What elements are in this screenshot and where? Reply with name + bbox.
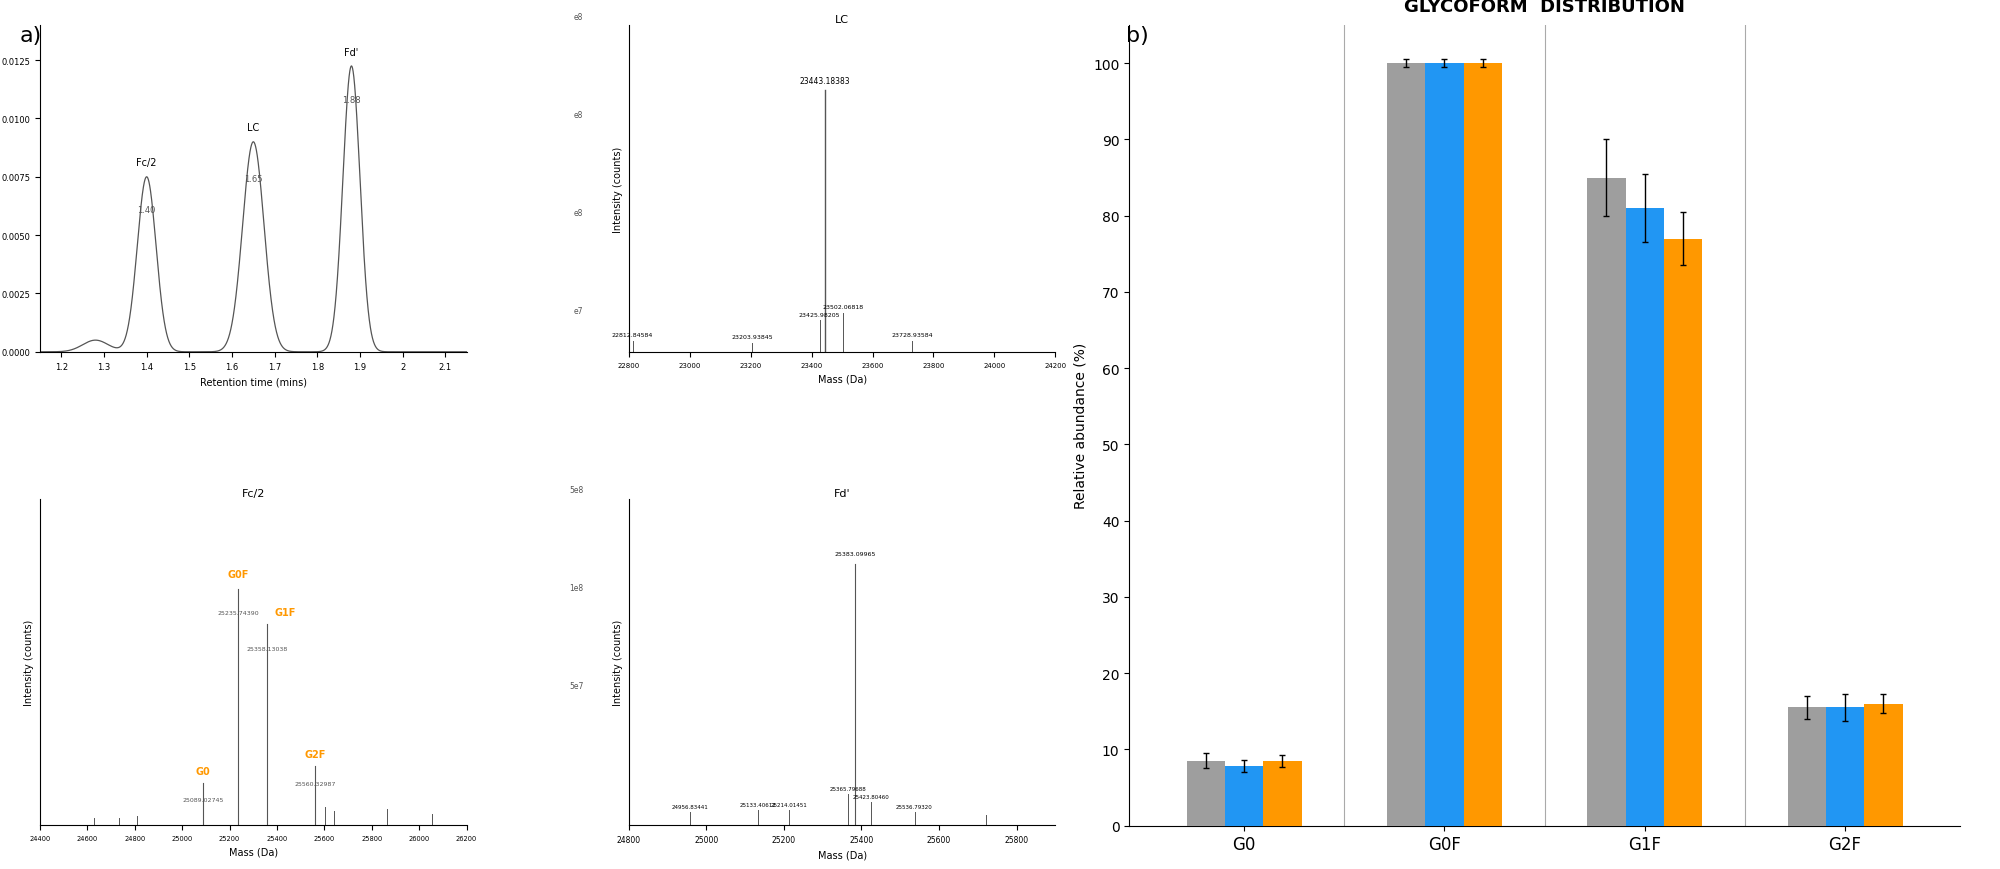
Bar bbox=[1864, 704, 1902, 826]
Text: 25133.40612: 25133.40612 bbox=[740, 802, 776, 806]
Bar bbox=[1186, 761, 1226, 826]
Text: 22812.84584: 22812.84584 bbox=[612, 333, 654, 338]
X-axis label: Mass (Da): Mass (Da) bbox=[818, 850, 866, 859]
Text: 25536.79320: 25536.79320 bbox=[896, 805, 932, 809]
Y-axis label: Relative abundance (%): Relative abundance (%) bbox=[1074, 342, 1088, 509]
Text: 23425.98205: 23425.98205 bbox=[798, 312, 840, 317]
X-axis label: Mass (Da): Mass (Da) bbox=[818, 374, 866, 383]
Text: 23728.93584: 23728.93584 bbox=[892, 333, 932, 338]
Y-axis label: Intensity (counts): Intensity (counts) bbox=[614, 146, 624, 232]
Text: 25214.01451: 25214.01451 bbox=[770, 802, 808, 806]
Bar bbox=[1826, 707, 1864, 826]
X-axis label: Retention time (mins): Retention time (mins) bbox=[200, 376, 306, 387]
Text: 1.40: 1.40 bbox=[138, 206, 156, 215]
Text: LC: LC bbox=[248, 123, 260, 133]
Bar bbox=[1464, 64, 1502, 826]
Text: e7: e7 bbox=[574, 306, 582, 315]
Text: 25560.32987: 25560.32987 bbox=[294, 780, 336, 786]
Text: 25383.09965: 25383.09965 bbox=[834, 552, 876, 557]
Bar bbox=[1226, 766, 1264, 826]
Text: e8: e8 bbox=[574, 12, 582, 22]
Text: G0: G0 bbox=[196, 766, 210, 776]
Bar bbox=[1788, 707, 1826, 826]
Title: LC: LC bbox=[836, 16, 850, 25]
Text: 5e8: 5e8 bbox=[570, 486, 584, 494]
Text: a): a) bbox=[20, 26, 42, 46]
Title: Fd': Fd' bbox=[834, 488, 850, 499]
Text: 1.88: 1.88 bbox=[342, 96, 360, 105]
Bar bbox=[1626, 209, 1664, 826]
Text: 1.65: 1.65 bbox=[244, 176, 262, 184]
Text: 25423.80460: 25423.80460 bbox=[852, 794, 890, 799]
Text: G0F: G0F bbox=[228, 570, 248, 580]
Text: 1e8: 1e8 bbox=[570, 584, 584, 593]
Text: Fc/2: Fc/2 bbox=[136, 158, 156, 169]
Title: GLYCOFORM  DISTRIBUTION: GLYCOFORM DISTRIBUTION bbox=[1404, 0, 1686, 17]
Bar bbox=[1664, 239, 1702, 826]
Bar bbox=[1588, 178, 1626, 826]
Bar bbox=[1386, 64, 1426, 826]
Text: 25235.74390: 25235.74390 bbox=[218, 610, 258, 615]
Text: 24956.83441: 24956.83441 bbox=[672, 805, 708, 809]
Text: 23443.18383: 23443.18383 bbox=[800, 77, 850, 86]
Text: b): b) bbox=[1126, 26, 1148, 46]
Title: Fc/2: Fc/2 bbox=[242, 488, 266, 499]
X-axis label: Mass (Da): Mass (Da) bbox=[228, 846, 278, 857]
Text: e8: e8 bbox=[574, 110, 582, 119]
Y-axis label: Intensity (counts): Intensity (counts) bbox=[614, 620, 624, 706]
Text: 25365.79688: 25365.79688 bbox=[830, 786, 866, 791]
Bar bbox=[1264, 761, 1302, 826]
Bar bbox=[1426, 64, 1464, 826]
Text: G2F: G2F bbox=[304, 749, 326, 760]
Text: 5e7: 5e7 bbox=[570, 681, 584, 691]
Text: Fd': Fd' bbox=[344, 48, 358, 57]
Y-axis label: Intensity (counts): Intensity (counts) bbox=[24, 620, 34, 706]
Text: e8: e8 bbox=[574, 209, 582, 217]
Text: 25089.02745: 25089.02745 bbox=[182, 797, 224, 802]
Text: 23502.06818: 23502.06818 bbox=[822, 304, 864, 309]
Text: 23203.93845: 23203.93845 bbox=[732, 335, 772, 339]
Text: 25358.13038: 25358.13038 bbox=[246, 646, 288, 651]
Text: G1F: G1F bbox=[274, 607, 296, 618]
